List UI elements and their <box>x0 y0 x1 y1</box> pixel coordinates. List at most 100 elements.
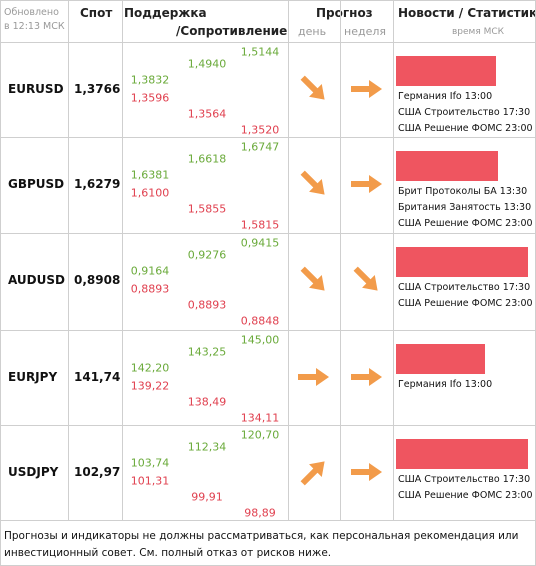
resistance-level: 0,8893 <box>187 298 227 312</box>
news-bar <box>396 56 496 86</box>
pair: AUDUSD <box>8 273 65 287</box>
support-level: 145,00 <box>240 333 280 347</box>
support-level: 1,6747 <box>240 140 280 154</box>
resistance-level: 1,6100 <box>130 186 170 200</box>
resistance-level: 99,91 <box>191 490 223 504</box>
row-line <box>0 233 536 234</box>
support-level: 120,70 <box>240 428 280 442</box>
arrow-icon <box>300 75 325 100</box>
news-item: США Решение ФОМС 23:00 <box>398 218 533 229</box>
forecast-arrow <box>293 68 335 110</box>
news-header: Новости / Статистика <box>398 6 536 20</box>
week-header: неделя <box>344 25 386 38</box>
resistance-header: /Сопротивление <box>176 24 288 38</box>
pair: EURJPY <box>8 370 58 384</box>
arrow-icon <box>300 461 325 486</box>
row-line <box>0 520 536 521</box>
support-header: Поддержка <box>124 6 207 20</box>
support-level: 1,4940 <box>187 57 227 71</box>
arrow-icon <box>300 170 325 195</box>
news-item: Брит Протоколы БА 13:30 <box>398 186 528 197</box>
row-line <box>0 137 536 138</box>
resistance-level: 138,49 <box>187 395 227 409</box>
forecast-arrow <box>296 365 332 389</box>
spot: 0,8908 <box>74 273 121 287</box>
resistance-level: 98,89 <box>244 506 276 520</box>
forecast-arrow <box>349 365 385 389</box>
row-line <box>0 425 536 426</box>
pair: GBPUSD <box>8 177 65 191</box>
resistance-level: 1,3596 <box>130 91 170 105</box>
col-line <box>68 0 69 520</box>
col-line <box>0 520 1 566</box>
support-level: 103,74 <box>130 456 170 470</box>
forecast-arrow <box>349 77 385 101</box>
arrow-icon <box>298 368 329 386</box>
support-level: 0,9164 <box>130 264 170 278</box>
news-item: США Строительство 17:30 <box>398 107 531 118</box>
news-bar <box>396 439 528 469</box>
arrow-icon <box>351 463 382 481</box>
support-level: 1,6618 <box>187 152 227 166</box>
support-level: 142,20 <box>130 361 170 375</box>
news-item: США Решение ФОМС 23:00 <box>398 298 533 309</box>
arrow-icon <box>353 266 378 291</box>
support-level: 112,34 <box>187 440 227 454</box>
time-note: время МСК <box>452 27 505 37</box>
news-bar <box>396 247 528 277</box>
forecast-arrow <box>349 172 385 196</box>
forecast-arrow <box>293 163 335 205</box>
row-line <box>0 42 536 43</box>
resistance-level: 1,5855 <box>187 202 227 216</box>
resistance-level: 1,5815 <box>240 218 280 232</box>
news-bar <box>396 151 498 181</box>
support-level: 1,3832 <box>130 73 170 87</box>
arrow-icon <box>300 266 325 291</box>
spot: 141,74 <box>74 370 121 384</box>
forecast-arrow <box>293 259 335 301</box>
pair: EURUSD <box>8 82 64 96</box>
spot: 1,3766 <box>74 82 121 96</box>
news-item: Германия Ifo 13:00 <box>398 379 493 390</box>
arrow-icon <box>351 368 382 386</box>
row-line <box>0 330 536 331</box>
col-line <box>0 0 1 520</box>
updated: Обновлено в 12:13 МСК <box>4 7 65 32</box>
news-item: США Решение ФОМС 23:00 <box>398 123 533 134</box>
forecast-arrow <box>293 451 335 493</box>
day-header: день <box>298 25 327 38</box>
support-level: 0,9276 <box>187 248 227 262</box>
resistance-level: 139,22 <box>130 379 170 393</box>
resistance-level: 101,31 <box>130 474 170 488</box>
support-level: 1,6381 <box>130 168 170 182</box>
pair: USDJPY <box>8 465 59 479</box>
news-item: Германия Ifo 13:00 <box>398 91 493 102</box>
news-item: США Строительство 17:30 <box>398 282 531 293</box>
col-line <box>122 0 123 520</box>
forecast-arrow <box>349 460 385 484</box>
col-line <box>288 0 289 520</box>
resistance-level: 0,8893 <box>130 282 170 296</box>
forecast-arrow <box>346 259 388 301</box>
spot: 1,6279 <box>74 177 121 191</box>
resistance-level: 1,3520 <box>240 123 280 137</box>
resistance-level: 134,11 <box>240 411 280 425</box>
news-item: США Решение ФОМС 23:00 <box>398 490 533 501</box>
resistance-level: 0,8848 <box>240 314 280 328</box>
resistance-level: 1,3564 <box>187 107 227 121</box>
arrow-icon <box>351 175 382 193</box>
spot: 102,97 <box>74 465 121 479</box>
row-line <box>0 0 536 1</box>
support-level: 0,9415 <box>240 236 280 250</box>
news-bar <box>396 344 485 374</box>
forecast-header: Прогноз <box>316 6 373 20</box>
support-level: 143,25 <box>187 345 227 359</box>
disclaimer: Прогнозы и индикаторы не должны рассматр… <box>4 530 519 559</box>
news-item: США Строительство 17:30 <box>398 474 531 485</box>
news-item: Британия Занятость 13:30 <box>398 202 532 213</box>
arrow-icon <box>351 80 382 98</box>
spot-header: Спот <box>80 6 113 20</box>
col-line <box>340 0 341 520</box>
support-level: 1,5144 <box>240 45 280 59</box>
